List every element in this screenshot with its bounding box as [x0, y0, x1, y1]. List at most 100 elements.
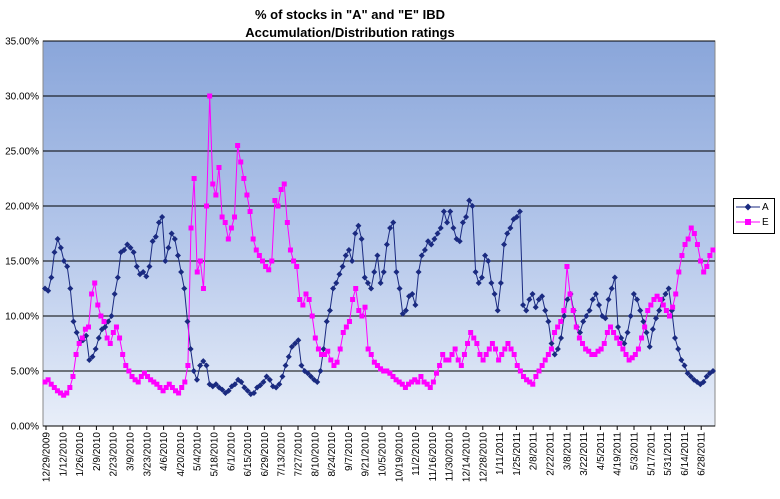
data-point-e: [412, 377, 418, 383]
data-point-e: [704, 264, 710, 269]
data-point-a: [178, 269, 185, 275]
data-point-e: [691, 231, 697, 236]
data-point-a: [165, 244, 172, 251]
x-tick-label: 3/9/2010: [126, 432, 137, 471]
data-point-e: [626, 357, 632, 363]
data-point-a: [710, 368, 716, 374]
data-point-a: [478, 274, 485, 281]
data-point-e: [468, 330, 474, 335]
data-point-a: [105, 318, 112, 325]
data-point-a: [92, 346, 99, 352]
data-point-e: [449, 352, 455, 357]
data-point-e: [437, 363, 443, 368]
data-point-e: [542, 357, 548, 363]
data-point-e: [191, 176, 197, 181]
data-point-e: [390, 374, 396, 379]
data-point-a: [279, 373, 286, 380]
data-point-a: [687, 373, 694, 380]
data-point-a: [463, 214, 470, 220]
data-point-e: [502, 346, 508, 352]
data-point-e: [117, 335, 123, 341]
data-point-e: [54, 388, 60, 394]
data-point-a: [535, 296, 542, 303]
data-point-a: [155, 219, 162, 226]
data-point-a: [149, 238, 156, 245]
data-point-e: [359, 313, 365, 319]
data-point-e: [263, 264, 269, 269]
x-tick-label: 6/29/2010: [260, 432, 271, 477]
data-point-a: [45, 287, 52, 294]
x-tick-label: 5/3/2011: [630, 432, 641, 471]
data-point-a: [130, 249, 137, 256]
data-point-e: [477, 352, 483, 357]
data-point-e: [104, 335, 110, 341]
data-point-a: [507, 225, 514, 231]
data-point-e: [356, 308, 362, 313]
data-point-e: [598, 346, 604, 352]
data-point-a: [472, 269, 479, 275]
data-point-e: [486, 346, 492, 352]
data-point-e: [284, 220, 290, 225]
plot-area: [42, 40, 716, 427]
data-point-e: [387, 370, 393, 376]
data-point-e: [172, 388, 178, 394]
data-point-e: [129, 374, 135, 379]
data-point-e: [188, 225, 194, 231]
data-point-e: [141, 370, 147, 376]
data-point-a: [561, 313, 568, 319]
y-tick-label: 0.00%: [11, 422, 39, 433]
x-tick-label: 2/22/2011: [546, 432, 557, 476]
data-point-e: [660, 302, 666, 308]
data-point-e: [536, 368, 542, 374]
data-point-a: [51, 249, 58, 256]
data-point-a: [190, 368, 197, 374]
x-tick-label: 12/29/2009: [42, 432, 53, 482]
data-point-a: [86, 357, 93, 363]
data-point-e: [325, 348, 331, 354]
data-point-a: [532, 304, 539, 311]
data-point-e: [505, 341, 511, 346]
data-point-a: [390, 219, 397, 226]
x-tick-label: 3/22/2011: [579, 432, 590, 476]
data-point-e: [154, 381, 160, 387]
x-tick-label: 1/12/2010: [58, 432, 69, 477]
data-point-a: [618, 335, 625, 341]
data-point-e: [499, 352, 505, 357]
data-point-e: [123, 363, 129, 368]
data-point-e: [219, 214, 225, 220]
data-point-a: [377, 280, 384, 286]
data-point-e: [204, 203, 210, 209]
data-point-e: [654, 293, 660, 299]
data-point-a: [526, 296, 533, 303]
data-point-a: [323, 318, 330, 325]
data-point-a: [219, 386, 226, 393]
x-tick-label: 11/30/2010: [445, 432, 456, 482]
x-tick-label: 10/19/2010: [394, 432, 405, 482]
data-point-a: [184, 318, 191, 325]
data-point-a: [459, 219, 466, 226]
data-point-e: [461, 352, 467, 357]
data-point-e: [424, 381, 430, 387]
data-point-a: [320, 346, 327, 352]
data-point-e: [222, 220, 228, 225]
data-point-a: [250, 390, 257, 396]
data-point-a: [529, 291, 536, 297]
x-tick-label: 6/1/2010: [226, 432, 237, 471]
data-point-e: [368, 352, 374, 357]
x-tick-label: 6/14/2011: [680, 432, 691, 476]
data-point-e: [70, 374, 76, 379]
data-point-a: [380, 269, 387, 275]
data-point-a: [466, 197, 473, 204]
data-point-e: [45, 377, 51, 383]
data-point-e: [346, 319, 352, 324]
data-point-e: [113, 324, 119, 330]
x-tick-label: 11/2/2010: [411, 432, 422, 476]
data-point-a: [399, 310, 406, 317]
data-point-a: [494, 307, 501, 314]
data-point-e: [623, 352, 629, 357]
data-point-a: [608, 285, 615, 292]
data-point-e: [381, 368, 387, 374]
data-point-e: [306, 297, 312, 302]
legend-marker-e: [736, 219, 760, 225]
data-point-a: [564, 296, 571, 303]
